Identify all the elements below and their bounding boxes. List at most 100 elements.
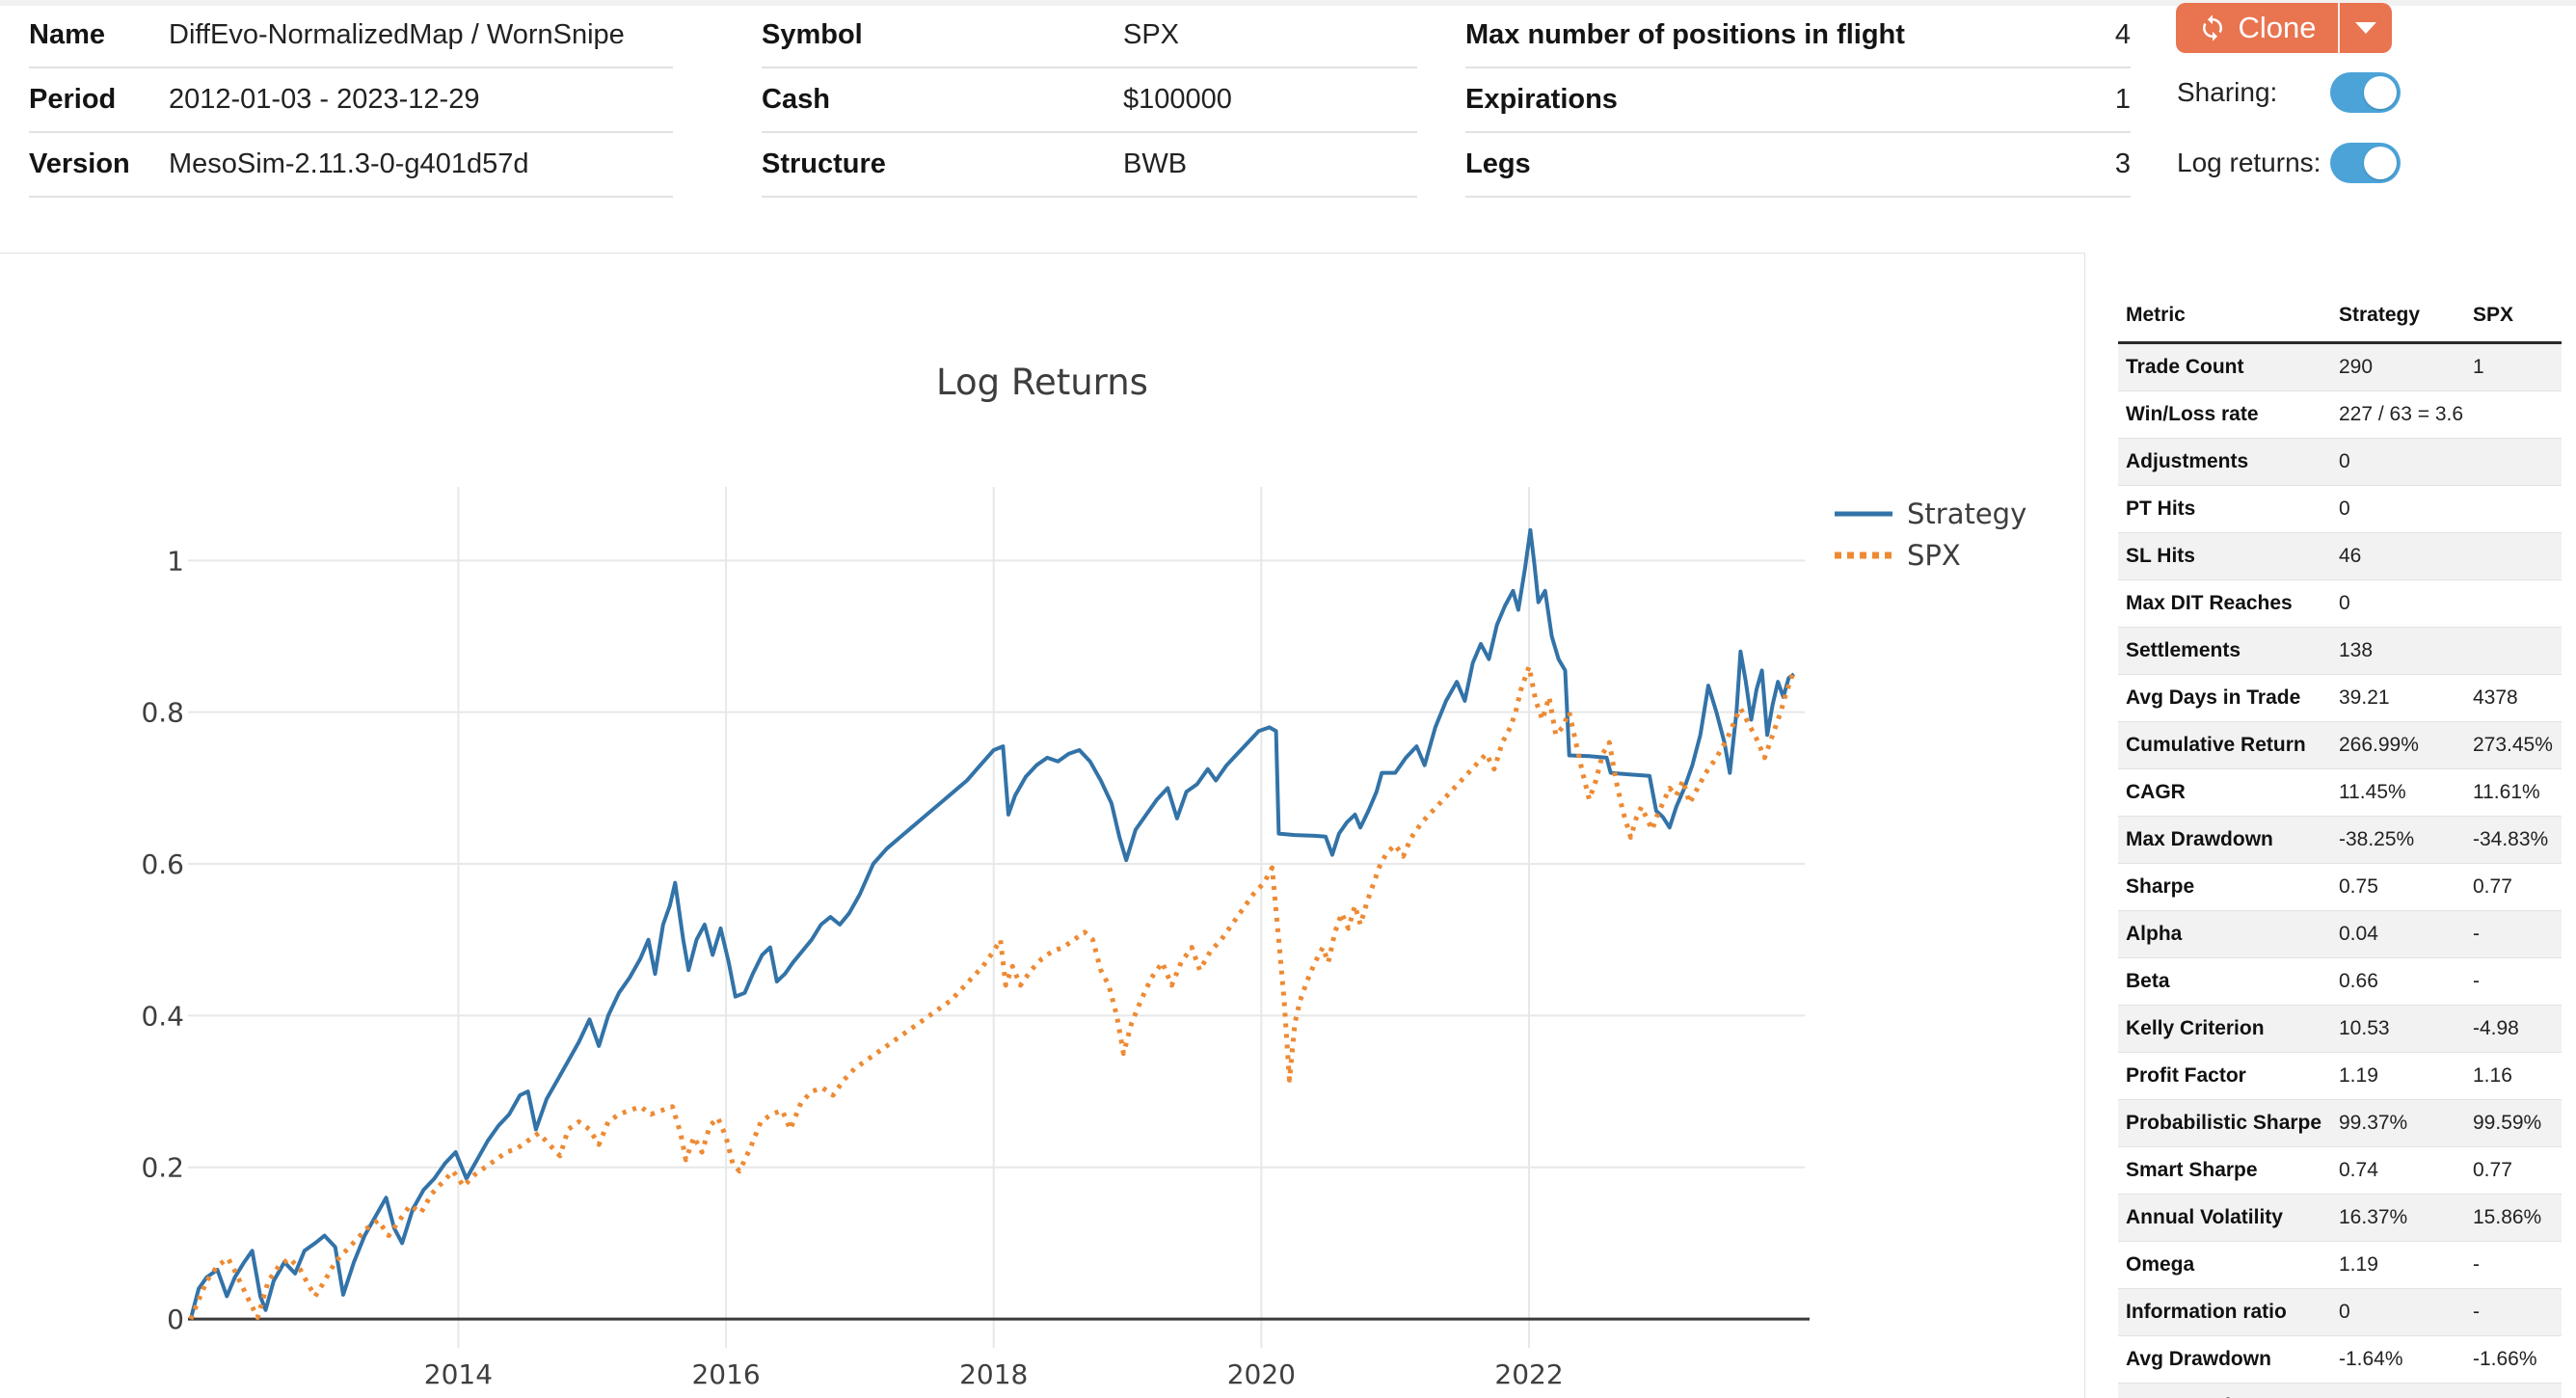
metrics-row: Sharpe 0.75 0.77 <box>2118 864 2562 911</box>
metric-strategy-value: 10.53 <box>2339 1017 2390 1039</box>
metric-name: Alpha <box>2126 923 2183 945</box>
y-tick-label: 1 <box>167 545 184 577</box>
metric-spx-value: 15.86% <box>2473 1206 2542 1228</box>
clone-button-label: Clone <box>2238 11 2317 44</box>
metric-strategy-value: 0.66 <box>2339 970 2378 992</box>
x-tick-label: 2022 <box>1494 1358 1563 1390</box>
spx-line <box>188 664 1797 1321</box>
metric-spx-value: -4.98 <box>2473 1017 2519 1039</box>
metric-strategy-value: 18 <box>2339 1395 2473 1398</box>
metric-name: Trade Count <box>2126 356 2244 378</box>
info-row: Structure BWB <box>762 133 1417 198</box>
metric-strategy-value: 227 / 63 = 3.6 <box>2339 403 2464 425</box>
metrics-row: Smart Sharpe 0.74 0.77 <box>2118 1147 2562 1195</box>
metric-name: Avg Drawdown <box>2126 1348 2271 1370</box>
y-tick-label: 0.4 <box>141 1000 184 1032</box>
metrics-panel: Metric Strategy SPX Trade Count 290 1 Win/Los… <box>2118 289 2562 1398</box>
metric-name: Omega <box>2126 1253 2195 1276</box>
info-table-position: Max number of positions in flight 4 Expira… <box>1465 4 2131 198</box>
log-returns-row: Log returns: <box>2177 143 2401 183</box>
metrics-row: Cumulative Return 266.99% 273.45% <box>2118 722 2562 769</box>
metrics-row: Probabilistic Sharpe 99.37% 99.59% <box>2118 1100 2562 1147</box>
metrics-column-header: Strategy <box>2339 304 2421 326</box>
x-tick-label: 2014 <box>424 1358 493 1390</box>
y-tick-label: 0 <box>167 1304 184 1335</box>
metric-name: Profit Factor <box>2126 1064 2246 1087</box>
metric-name: Sharpe <box>2126 875 2195 898</box>
chart-title: Log Returns <box>936 362 1148 403</box>
metric-strategy-value: 266.99% <box>2339 734 2419 756</box>
clone-button[interactable]: Clone <box>2176 3 2340 53</box>
metrics-row: Settlements 138 <box>2118 628 2562 675</box>
metric-strategy-value: 0.04 <box>2339 923 2378 945</box>
x-tick-label: 2018 <box>959 1358 1028 1390</box>
metric-strategy-value: 0 <box>2339 497 2350 520</box>
field-label: Name <box>29 19 105 50</box>
info-row: Name DiffEvo-NormalizedMap / WornSnipe <box>29 4 673 68</box>
metric-name: Adjustments <box>2126 450 2249 472</box>
chart-legend: Strategy SPX <box>1834 497 2026 572</box>
metric-strategy-value: 39.21 <box>2339 686 2390 709</box>
metric-strategy-value: 0 <box>2339 450 2350 472</box>
info-row: Cash $100000 <box>762 68 1417 133</box>
metric-name: Win/Loss rate <box>2126 403 2259 425</box>
legend-label-strategy: Strategy <box>1907 497 2027 530</box>
strategy-line-swatch <box>1835 511 1892 517</box>
metric-spx-value: 4378 <box>2473 686 2518 709</box>
clone-split-button: Clone <box>2176 3 2392 53</box>
field-value: 4 <box>2114 19 2131 50</box>
info-row: Expirations 1 <box>1465 68 2131 133</box>
toggle-knob <box>2364 76 2397 109</box>
metric-name: Avg Drawdown Days <box>2118 1395 2339 1398</box>
metrics-table-header: Metric Strategy SPX <box>2118 289 2562 344</box>
y-tick-label: 0.8 <box>141 697 184 729</box>
metrics-row: PT Hits 0 <box>2118 486 2562 533</box>
info-table-general: Name DiffEvo-NormalizedMap / WornSnipe Per… <box>29 4 673 198</box>
metric-spx-value: - <box>2473 1301 2480 1323</box>
metrics-row: SL Hits 46 <box>2118 533 2562 580</box>
field-label: Structure <box>762 148 886 179</box>
metrics-row: Trade Count 290 1 <box>2118 344 2562 391</box>
log-returns-toggle[interactable] <box>2330 143 2401 183</box>
metrics-row: Avg Days in Trade 39.21 4378 <box>2118 675 2562 722</box>
metric-spx-value: 99.59% <box>2473 1112 2542 1134</box>
field-label: Version <box>29 148 130 179</box>
metric-spx-value: 11.61% <box>2473 781 2540 803</box>
plot-canvas: 0 0.2 0.4 0.6 0.8 1 2014 2016 2018 2020 2022 <box>141 487 1810 1390</box>
sharing-row: Sharing: <box>2177 72 2401 113</box>
metric-spx-value: 273.45% <box>2473 734 2553 756</box>
metric-spx-value: -1.66% <box>2473 1348 2537 1370</box>
metric-strategy-value: 290 <box>2339 356 2374 378</box>
field-label: Cash <box>762 84 830 115</box>
field-value: 3 <box>2114 148 2131 179</box>
sharing-toggle[interactable] <box>2330 72 2401 113</box>
log-returns-chart: Log Returns 0 0.2 0.4 0.6 0.8 1 2014 2016 2018 20… <box>0 253 2084 1398</box>
metric-spx-value: - <box>2473 970 2480 992</box>
metrics-column-header: SPX <box>2473 304 2514 326</box>
metric-name: PT Hits <box>2126 497 2196 520</box>
metric-spx-value: 0.77 <box>2473 875 2512 898</box>
metric-name: Settlements <box>2126 639 2241 661</box>
metric-strategy-value: 0.74 <box>2339 1159 2378 1181</box>
metric-name: Cumulative Return <box>2126 734 2306 756</box>
metrics-row: Adjustments 0 <box>2118 439 2562 486</box>
clone-dropdown-button[interactable] <box>2340 3 2392 53</box>
legend-item-spx: SPX <box>1834 539 2026 572</box>
field-value: 2012-01-03 - 2023-12-29 <box>169 84 480 115</box>
metric-name: Kelly Criterion <box>2126 1017 2265 1039</box>
metric-name: Beta <box>2126 970 2170 992</box>
field-value: $100000 <box>1123 84 1232 115</box>
metric-spx-value: 1 <box>2473 356 2484 378</box>
metric-strategy-value: 0 <box>2339 1301 2350 1323</box>
header-divider <box>0 253 2084 254</box>
metric-strategy-value: 1.19 <box>2339 1064 2378 1087</box>
metrics-row: Profit Factor 1.19 1.16 <box>2118 1053 2562 1100</box>
metric-strategy-value: 11.45% <box>2339 781 2406 803</box>
metric-name: Smart Sharpe <box>2126 1159 2258 1181</box>
info-row: Symbol SPX <box>762 4 1417 68</box>
metrics-table-body: Trade Count 290 1 Win/Loss rate 227 / 63 = 3… <box>2118 344 2562 1398</box>
y-tick-label: 0.6 <box>141 848 184 880</box>
field-value: SPX <box>1123 19 1180 50</box>
metric-strategy-value: 16.37% <box>2339 1206 2408 1228</box>
field-value: 1 <box>2114 84 2131 115</box>
